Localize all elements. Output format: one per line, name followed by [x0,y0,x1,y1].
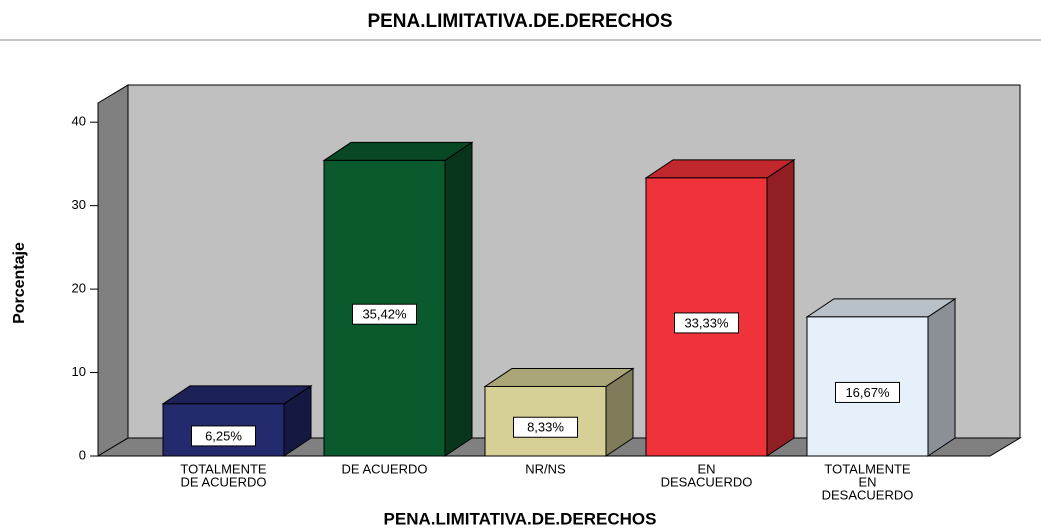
value-label-box [352,303,417,325]
y-tick-label: 10 [72,364,86,379]
x-tick-label: EN [697,461,715,476]
bar-side [444,141,473,457]
bar-top [805,298,957,318]
bar-top [483,367,635,387]
y-tick-label: 20 [72,281,86,296]
x-tick-label: DESACUERDO [822,487,914,502]
y-axis-title: Porcentaje [11,242,28,324]
x-tick-label: DE ACUERDO [342,461,428,476]
x-tick-label: DESACUERDO [661,474,753,489]
side-wall [97,84,129,457]
y-tick-label: 40 [72,114,86,129]
value-label-box [191,425,256,447]
x-tick-label: DE ACUERDO [181,474,267,489]
value-label: 33,33% [684,315,729,330]
value-label: 6,25% [205,428,242,443]
value-label-box [513,416,578,438]
value-label: 8,33% [527,420,564,435]
bar-top [161,385,313,405]
x-tick-label: TOTALMENTE [180,461,267,476]
bar-top [644,159,796,179]
x-tick-label: NR/NS [525,461,566,476]
bar-side [766,158,795,457]
value-label: 35,42% [362,307,407,322]
x-axis-title: PENA.LIMITATIVA.DE.DERECHOS [384,509,657,528]
value-label-box [674,312,739,334]
value-label: 16,67% [845,385,890,400]
bar-side [927,297,956,457]
y-tick-label: 0 [79,447,86,462]
y-tick-label: 30 [72,197,86,212]
bar-top [322,141,474,161]
x-tick-label: EN [858,474,876,489]
value-label-box [835,381,900,403]
x-tick-label: TOTALMENTE [824,461,911,476]
chart-title: PENA.LIMITATIVA.DE.DERECHOS [367,11,672,32]
